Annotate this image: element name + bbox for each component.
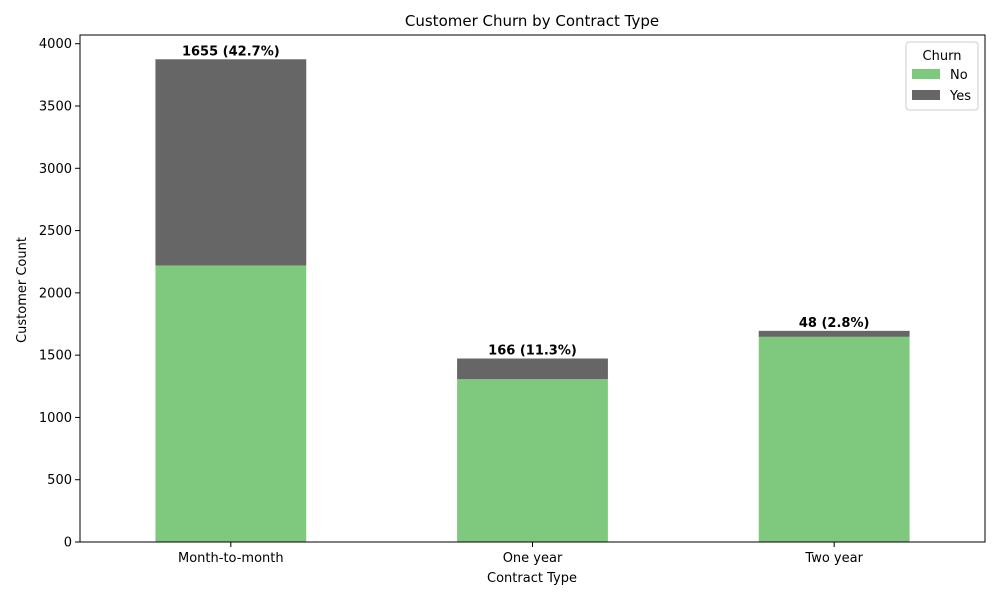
y-tick-label-7: 3500 bbox=[39, 100, 72, 115]
bar-no-1 bbox=[457, 379, 608, 542]
y-tick-label-5: 2500 bbox=[39, 224, 72, 239]
x-axis: Month-to-month One year Two year bbox=[178, 542, 864, 566]
legend-title: Churn bbox=[923, 49, 962, 64]
y-tick-label-4: 2000 bbox=[39, 286, 72, 301]
bar-yes-2 bbox=[758, 330, 910, 337]
bar-no-0 bbox=[155, 265, 307, 542]
bar-annotation-2: 48 (2.8%) bbox=[799, 316, 870, 331]
y-tick-label-2: 1000 bbox=[39, 411, 72, 426]
legend-swatch-no bbox=[912, 69, 940, 79]
bar-annotations: 1655 (42.7%) 166 (11.3%) 48 (2.8%) bbox=[182, 44, 869, 358]
x-tick-label-1: One year bbox=[503, 551, 563, 566]
x-tick-label-2: Two year bbox=[804, 551, 863, 566]
chart-title: Customer Churn by Contract Type bbox=[405, 12, 659, 30]
y-axis: 0 500 1000 1500 2000 2500 3000 3500 4000 bbox=[39, 37, 80, 551]
legend-swatch-yes bbox=[912, 90, 940, 100]
legend: Churn No Yes bbox=[905, 41, 979, 111]
bar-yes-0 bbox=[155, 59, 307, 266]
legend-label-yes: Yes bbox=[949, 89, 971, 104]
bars bbox=[155, 59, 910, 542]
plot-frame bbox=[79, 34, 986, 543]
bar-annotation-0: 1655 (42.7%) bbox=[182, 44, 280, 59]
y-tick-label-1: 500 bbox=[47, 473, 72, 488]
y-tick-label-6: 3000 bbox=[39, 162, 72, 177]
bar-yes-1 bbox=[457, 358, 608, 380]
bar-annotation-1: 166 (11.3%) bbox=[488, 344, 577, 359]
x-tick-label-0: Month-to-month bbox=[178, 551, 284, 566]
y-tick-label-3: 1500 bbox=[39, 349, 72, 364]
y-tick-label-0: 0 bbox=[64, 536, 72, 551]
legend-label-no: No bbox=[950, 68, 968, 83]
x-axis-label: Contract Type bbox=[487, 571, 577, 586]
bar-no-2 bbox=[758, 336, 910, 542]
y-tick-label-8: 4000 bbox=[39, 37, 72, 52]
y-axis-label: Customer Count bbox=[15, 237, 30, 343]
